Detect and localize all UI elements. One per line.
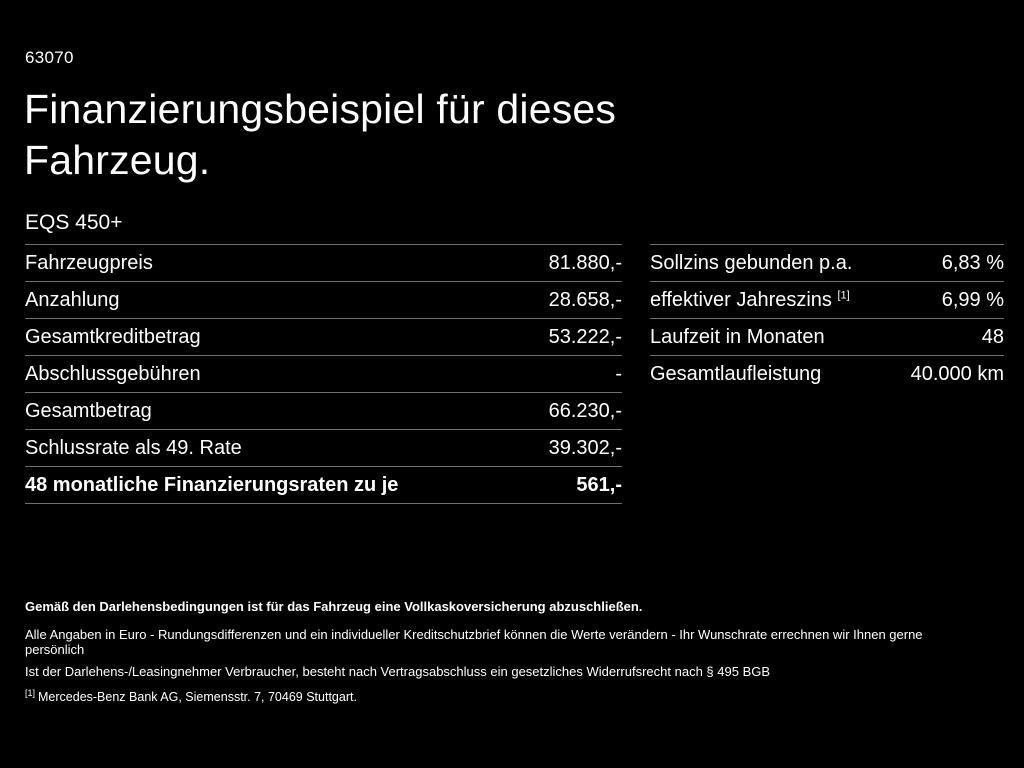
row-label-text: effektiver Jahreszins	[650, 288, 832, 311]
row-value: 39.302,-	[548, 436, 622, 459]
footnote-bank: [1] Mercedes-Benz Bank AG, Siemensstr. 7,…	[25, 687, 985, 705]
row-value: 28.658,-	[548, 288, 622, 311]
row-label: 48 monatliche Finanzierungsraten zu je	[25, 473, 399, 496]
page-title-line-1: Finanzierungsbeispiel für dieses	[24, 86, 617, 132]
footnote-reference: [1]	[837, 288, 850, 301]
row-value: 40.000 km	[910, 362, 1004, 385]
financing-table-left: Fahrzeugpreis 81.880,- Anzahlung 28.658,…	[25, 244, 622, 504]
row-label: Gesamtlaufleistung	[650, 362, 822, 385]
row-label: Gesamtkreditbetrag	[25, 325, 201, 348]
table-row-fahrzeugpreis: Fahrzeugpreis 81.880,-	[25, 244, 622, 281]
row-value: 561,-	[576, 473, 622, 496]
row-value: 6,99 %	[941, 288, 1004, 311]
row-label: Anzahlung	[25, 288, 120, 311]
vehicle-model: EQS 450+	[25, 211, 123, 234]
table-row-gesamtbetrag: Gesamtbetrag 66.230,-	[25, 392, 622, 429]
table-row-laufzeit: Laufzeit in Monaten 48	[650, 318, 1004, 355]
table-row-schlussrate: Schlussrate als 49. Rate 39.302,-	[25, 429, 622, 466]
table-row-gesamtkreditbetrag: Gesamtkreditbetrag 53.222,-	[25, 318, 622, 355]
row-label: Schlussrate als 49. Rate	[25, 436, 242, 459]
table-row-sollzins: Sollzins gebunden p.a. 6,83 %	[650, 244, 1004, 281]
table-row-gesamtlaufleistung: Gesamtlaufleistung 40.000 km	[650, 355, 1004, 392]
table-row-monatliche-rate: 48 monatliche Finanzierungsraten zu je 5…	[25, 466, 622, 503]
table-row-abschlussgebuehren: Abschlussgebühren -	[25, 355, 622, 392]
disclaimer-insurance: Gemäß den Darlehensbedingungen ist für d…	[25, 599, 643, 614]
table-row-effektiver-jahreszins: effektiver Jahreszins [1] 6,99 %	[650, 281, 1004, 318]
row-label: Fahrzeugpreis	[25, 251, 153, 274]
row-label: Laufzeit in Monaten	[650, 325, 825, 348]
row-value: 81.880,-	[548, 251, 622, 274]
footnote-marker: [1]	[25, 687, 36, 698]
row-label: Sollzins gebunden p.a.	[650, 251, 853, 274]
row-label: effektiver Jahreszins [1]	[650, 289, 850, 312]
table-row-anzahlung: Anzahlung 28.658,-	[25, 281, 622, 318]
page-title-line-2: Fahrzeug.	[24, 137, 211, 183]
financing-table-right: Sollzins gebunden p.a. 6,83 % effektiver…	[650, 244, 1004, 392]
page-title: Finanzierungsbeispiel für dieses Fahrzeu…	[24, 84, 616, 186]
row-value: 66.230,-	[548, 399, 622, 422]
row-label: Abschlussgebühren	[25, 362, 201, 385]
row-label: Gesamtbetrag	[25, 399, 152, 422]
document-code: 63070	[25, 48, 74, 67]
footnote-text: Mercedes-Benz Bank AG, Siemensstr. 7, 70…	[38, 690, 357, 704]
legal-disclaimer: Gemäß den Darlehensbedingungen ist für d…	[25, 599, 985, 705]
disclaimer-line-3: Ist der Darlehens-/Leasingnehmer Verbrau…	[25, 664, 771, 679]
row-value: 48	[981, 325, 1004, 348]
row-value: 6,83 %	[941, 251, 1004, 274]
row-value: -	[615, 362, 622, 385]
row-value: 53.222,-	[548, 325, 622, 348]
disclaimer-line-2: Alle Angaben in Euro - Rundungsdifferenz…	[25, 627, 923, 657]
